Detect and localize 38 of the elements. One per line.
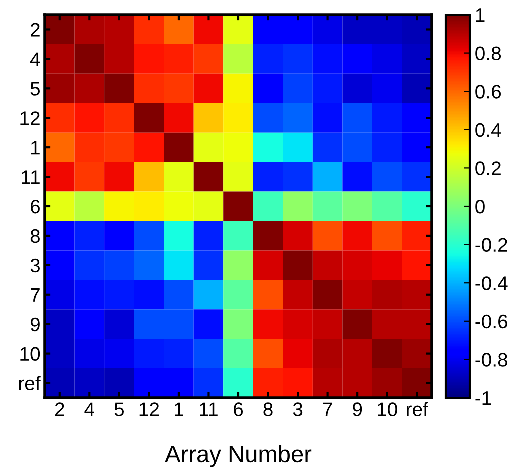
x-tick-label: 1: [175, 402, 184, 416]
x-tick-label: 12: [140, 402, 160, 416]
color-bar-label: 0: [476, 200, 485, 214]
color-bar-label: -0.4: [476, 276, 508, 290]
x-tick-label: 11: [200, 402, 218, 416]
x-tick-label: 3: [293, 402, 303, 416]
x-tick-label: 10: [378, 402, 398, 416]
x-tick-label: 4: [84, 402, 94, 416]
y-tick-label: 6: [31, 200, 40, 214]
y-tick-label: 5: [30, 82, 40, 96]
y-tick-label: 9: [30, 318, 40, 332]
y-tick-label: 2: [31, 23, 40, 37]
y-tick-label: ref: [19, 376, 41, 391]
x-tick-label: 2: [55, 402, 64, 416]
x-axis-title: Array Number: [165, 445, 312, 468]
x-tick-label: 6: [234, 402, 244, 416]
color-bar-label: -0.8: [476, 353, 508, 367]
color-bar-label: 0.8: [476, 46, 502, 61]
y-tick-label: 1: [32, 141, 40, 155]
color-bar-label: -0.2: [476, 238, 508, 252]
y-tick-label: 3: [30, 258, 40, 273]
x-tick-label: 9: [353, 402, 362, 416]
y-tick-label: 7: [31, 288, 40, 302]
y-tick-label: 11: [22, 170, 40, 184]
y-tick-label: 12: [20, 112, 40, 126]
y-tick-label: 10: [20, 347, 40, 362]
x-tick-label: 7: [323, 402, 332, 416]
x-tick-label: 5: [114, 402, 124, 416]
y-tick-label: 8: [30, 229, 40, 244]
color-bar-label: -0.6: [476, 314, 508, 329]
color-bar-label: 1: [476, 8, 485, 22]
color-bar-label: 0.2: [476, 162, 501, 176]
color-bar-label: 0.4: [476, 123, 502, 138]
color-bar-label: 0.6: [476, 85, 502, 99]
x-tick-label: ref: [407, 402, 428, 416]
y-tick-label: 4: [30, 52, 40, 66]
color-bar-label: -1: [476, 392, 492, 406]
x-tick-label: 8: [264, 402, 273, 416]
